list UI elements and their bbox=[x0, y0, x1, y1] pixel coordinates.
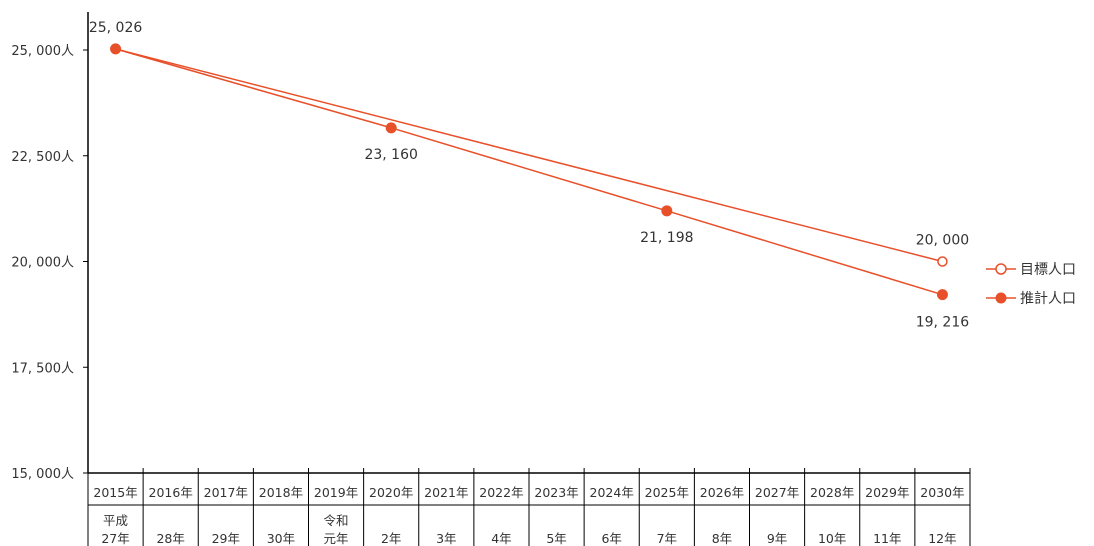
data-point bbox=[385, 122, 397, 134]
era-label: 令和 bbox=[324, 513, 349, 528]
x-tick-label: 2030年 bbox=[920, 485, 964, 500]
x-tick-label: 2016年 bbox=[149, 485, 193, 500]
series-line-目標人口 bbox=[115, 48, 943, 263]
x-tick-label: 2024年 bbox=[590, 485, 634, 500]
era-label: 平成 bbox=[103, 513, 128, 528]
x-tick-label: 2017年 bbox=[204, 485, 248, 500]
data-label: 23, 160 bbox=[364, 147, 417, 163]
era-label: 8年 bbox=[712, 531, 732, 546]
data-label: 25, 026 bbox=[89, 20, 143, 36]
x-tick-label: 2025年 bbox=[645, 485, 689, 500]
x-tick-label: 2028年 bbox=[810, 485, 854, 500]
x-tick-label: 2022年 bbox=[479, 485, 523, 500]
era-label: 3年 bbox=[436, 531, 456, 546]
legend-marker bbox=[995, 292, 1007, 304]
y-tick-label: 17, 500人 bbox=[11, 361, 74, 376]
x-tick-label: 2021年 bbox=[424, 485, 468, 500]
era-label: 5年 bbox=[546, 531, 566, 546]
era-label: 元年 bbox=[324, 531, 349, 546]
data-point bbox=[936, 289, 948, 301]
era-label: 2年 bbox=[381, 531, 401, 546]
x-tick-label: 2026年 bbox=[700, 485, 744, 500]
x-tick-label: 2020年 bbox=[369, 485, 413, 500]
era-label: 27年 bbox=[101, 531, 129, 546]
series-line-推計人口 bbox=[115, 48, 943, 296]
y-tick-label: 15, 000人 bbox=[11, 467, 74, 482]
x-tick-label: 2023年 bbox=[534, 485, 578, 500]
y-tick-label: 25, 000人 bbox=[11, 44, 74, 59]
legend-marker bbox=[995, 263, 1007, 275]
legend-label: 目標人口 bbox=[1020, 262, 1076, 278]
data-label: 19, 216 bbox=[916, 315, 970, 331]
era-label: 4年 bbox=[491, 531, 511, 546]
x-tick-label: 2015年 bbox=[93, 485, 137, 500]
era-label: 10年 bbox=[818, 531, 846, 546]
era-label: 9年 bbox=[767, 531, 787, 546]
era-label: 12年 bbox=[928, 531, 956, 546]
era-label: 28年 bbox=[156, 531, 184, 546]
data-point bbox=[110, 43, 122, 55]
x-tick-label: 2018年 bbox=[259, 485, 303, 500]
y-tick-label: 20, 000人 bbox=[11, 256, 74, 271]
data-point bbox=[661, 205, 673, 217]
era-label: 6年 bbox=[601, 531, 621, 546]
era-label: 11年 bbox=[873, 531, 901, 546]
x-tick-label: 2027年 bbox=[755, 485, 799, 500]
legend-label: 推計人口 bbox=[1020, 291, 1076, 307]
y-tick-label: 22, 500人 bbox=[11, 150, 74, 165]
data-point bbox=[937, 256, 948, 267]
era-label: 30年 bbox=[267, 531, 295, 546]
era-label: 7年 bbox=[657, 531, 677, 546]
data-label: 21, 198 bbox=[640, 230, 693, 246]
x-tick-label: 2029年 bbox=[865, 485, 909, 500]
era-label: 29年 bbox=[212, 531, 240, 546]
x-tick-label: 2019年 bbox=[314, 485, 358, 500]
data-label: 20, 000 bbox=[916, 233, 969, 249]
